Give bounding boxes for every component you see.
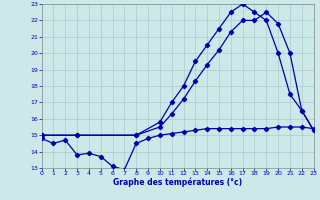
X-axis label: Graphe des températures (°c): Graphe des températures (°c) [113, 178, 242, 187]
